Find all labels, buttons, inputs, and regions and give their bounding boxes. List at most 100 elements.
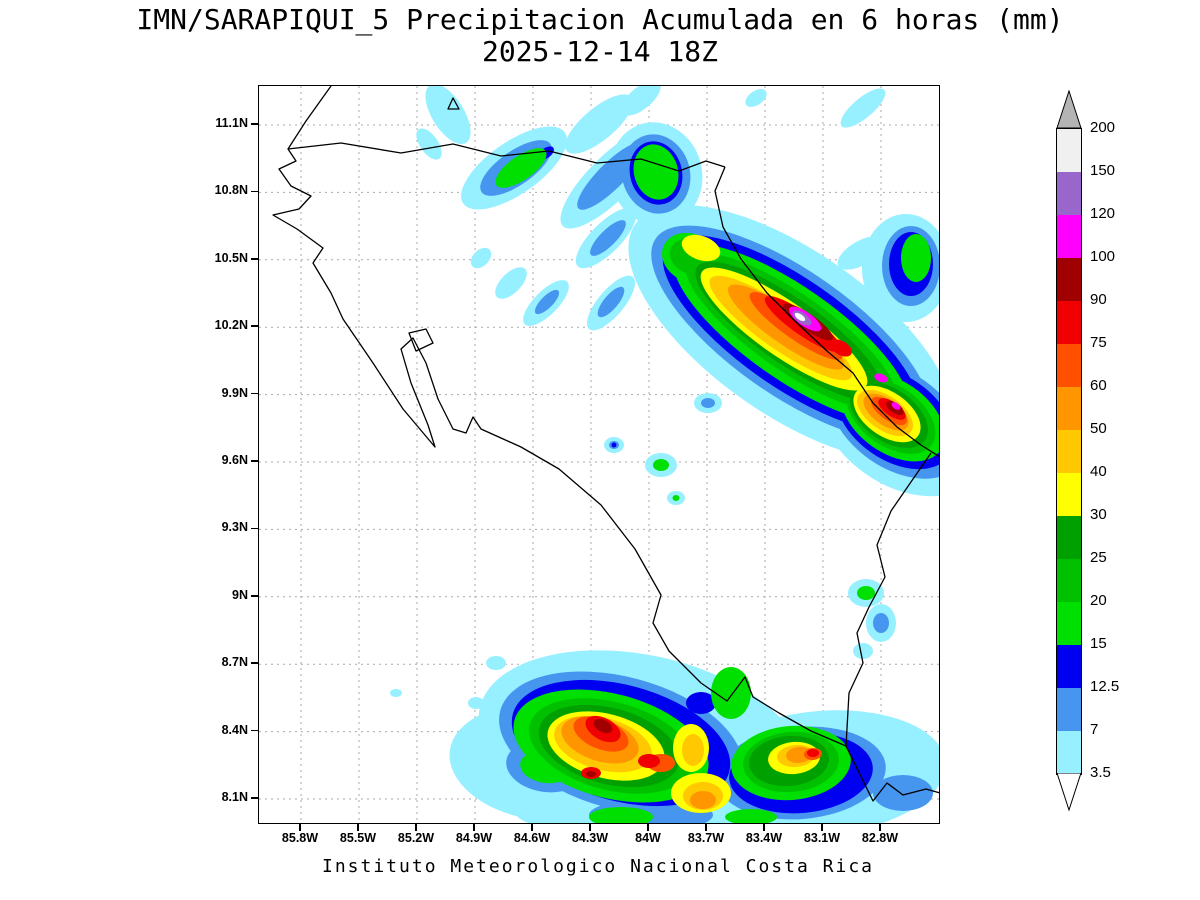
precipitation-cell (597, 286, 625, 318)
lon-tick-mark (473, 823, 475, 831)
colorbar-segment (1057, 473, 1081, 516)
precipitation-field (390, 86, 939, 823)
pacific-coast-path (272, 86, 939, 802)
lat-tick-label: 11.1N (215, 116, 248, 130)
map-svg (259, 86, 939, 823)
precipitation-cell (873, 775, 933, 811)
lon-tick-label: 82.8W (861, 831, 899, 845)
lon-tick-label: 84.3W (571, 831, 609, 845)
map-plot-area (258, 85, 940, 824)
lake-marker-path (447, 97, 460, 110)
lon-tick-mark (531, 823, 533, 831)
precipitation-cell (807, 749, 819, 757)
precipitation-cell (857, 586, 875, 600)
colorbar-segment (1057, 688, 1081, 731)
precipitation-cell (745, 89, 767, 107)
lon-tick-mark (415, 823, 417, 831)
lat-tick-mark (251, 123, 258, 125)
precipitation-cell (853, 643, 873, 659)
lat-tick-label: 8.7N (221, 655, 248, 670)
lat-tick-mark (251, 392, 258, 395)
lon-tick-mark (589, 823, 591, 831)
colorbar-level-label: 25 (1090, 549, 1107, 566)
precipitation-cell (837, 236, 885, 270)
lat-tick-label: 8.4N (221, 722, 248, 737)
colorbar-segment (1057, 645, 1081, 688)
precipitation-cell (786, 746, 812, 764)
colorbar-segments (1056, 128, 1082, 775)
lat-tick-mark (251, 729, 258, 732)
colorbar-segment (1057, 516, 1081, 559)
lat-tick-label: 10.8N (214, 183, 248, 198)
lat-tick-mark (251, 595, 258, 597)
lat-tick-mark (251, 662, 258, 664)
precipitation-colorbar: 200 150 120 100 90 75 60 50 40 30 25 20 15 12.5 7 3.5 (1056, 90, 1176, 820)
precipitation-cell (468, 697, 484, 709)
colorbar-level-label: 7 (1090, 721, 1099, 738)
lon-tick-label: 83.7W (687, 831, 725, 845)
precipitation-cell (891, 402, 901, 410)
precipitation-cell (701, 398, 715, 408)
precipitation-cell (672, 495, 680, 501)
precipitation-cell (690, 791, 716, 809)
colorbar-level-label: 100 (1090, 248, 1116, 265)
colorbar-below-arrow (1056, 773, 1082, 811)
panama-border-path (845, 452, 932, 747)
lon-tick-label: 84.6W (513, 831, 551, 845)
colorbar-level-label: 3.5 (1090, 764, 1111, 781)
colorbar-level-label: 50 (1090, 420, 1107, 437)
colorbar-segment (1057, 129, 1081, 172)
footer-caption: Instituto Meteorologico Nacional Costa R… (322, 856, 874, 877)
precipitation-cell (495, 148, 547, 188)
lon-tick-mark (299, 823, 301, 831)
precipitation-cell (725, 809, 777, 823)
colorbar-above-arrow (1056, 90, 1082, 128)
colorbar-level-label: 150 (1090, 162, 1116, 179)
colorbar-segment (1057, 731, 1081, 774)
colorbar-segment (1057, 215, 1081, 258)
precipitation-cell (416, 128, 442, 160)
lat-tick-mark (251, 325, 258, 327)
colorbar-segment (1057, 602, 1081, 645)
precipitation-cell (621, 86, 661, 116)
precipitation-cell (611, 442, 617, 448)
colorbar-segment (1057, 301, 1081, 344)
precipitation-cell (711, 667, 751, 719)
colorbar-level-label: 20 (1090, 592, 1107, 609)
precipitation-cell (486, 656, 506, 670)
precipitation-cell (633, 144, 679, 200)
precipitation-cell (653, 459, 669, 471)
map-title: IMN/SARAPIQUI_5 Precipitacion Acumulada … (136, 3, 1064, 36)
lon-tick-mark (821, 823, 823, 831)
colorbar-segment (1057, 258, 1081, 301)
lon-tick-mark (357, 823, 359, 831)
colorbar-level-label: 60 (1090, 377, 1107, 394)
lon-tick-mark (763, 823, 765, 831)
colorbar-level-label: 90 (1090, 291, 1107, 308)
lon-tick-label: 85.2W (397, 831, 435, 845)
title-block: IMN/SARAPIQUI_5 Precipitacion Acumulada … (0, 3, 1200, 68)
lon-tick-label: 84W (635, 831, 661, 845)
lon-tick-label: 85.8W (281, 831, 319, 845)
precipitation-cell (534, 289, 560, 315)
colorbar-level-label: 15 (1090, 635, 1107, 652)
chira-island-path (408, 328, 434, 352)
colorbar-level-label: 30 (1090, 506, 1107, 523)
lat-tick-mark (251, 797, 258, 799)
lat-tick-label: 10.2N (214, 318, 248, 333)
precipitation-cell (586, 771, 596, 777)
colorbar-level-label: 12.5 (1090, 678, 1120, 695)
precipitation-cell (589, 807, 653, 823)
precipitation-cell (425, 86, 471, 145)
colorbar-segment (1057, 559, 1081, 602)
precipitation-cell (686, 692, 716, 714)
precipitation-cell (470, 247, 492, 269)
colorbar-segment (1057, 172, 1081, 215)
lat-tick-mark (251, 190, 258, 193)
precipitation-cell (682, 734, 704, 766)
lon-tick-label: 85.5W (339, 831, 377, 845)
precipitation-cell (593, 718, 613, 734)
lon-tick-mark (647, 823, 649, 831)
colorbar-level-label: 200 (1090, 119, 1116, 136)
